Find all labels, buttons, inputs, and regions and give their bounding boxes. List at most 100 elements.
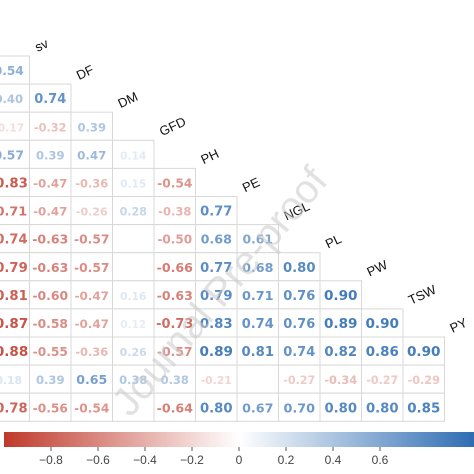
cell-value: 0.81 — [241, 345, 274, 360]
variable-label: PY — [447, 315, 469, 336]
colorbar-tick-label: 0.2 — [278, 453, 295, 467]
variable-label: GFD — [157, 114, 188, 139]
cell-value: -0.21 — [201, 374, 232, 387]
cell-value: 0.89 — [324, 316, 358, 332]
cell-value: 0.28 — [120, 206, 148, 219]
heatmap-cell — [112, 280, 155, 310]
cell-value: 0.77 — [200, 205, 232, 220]
heatmap-cell — [236, 392, 279, 422]
heatmap-cell — [29, 364, 72, 394]
cell-value: -0.47 — [75, 289, 109, 303]
heatmap-cell — [29, 308, 72, 338]
variable-label: DM — [115, 89, 140, 111]
cell-value: -0.78 — [0, 401, 28, 416]
heatmap-cell — [0, 83, 30, 113]
heatmap-cell — [361, 308, 404, 338]
heatmap-cell — [195, 280, 238, 310]
heatmap-cell — [70, 139, 113, 169]
cell-value: 0.47 — [77, 148, 106, 162]
cell-value: -0.87 — [0, 316, 28, 332]
cell-value: -0.58 — [33, 317, 68, 331]
cell-value: -0.26 — [76, 206, 108, 219]
cell-value: -0.57 — [157, 345, 192, 359]
cell-value: 0.68 — [242, 260, 273, 275]
cell-value: -0.47 — [75, 317, 109, 331]
heatmap-cell — [402, 364, 445, 394]
cell-value: 0.15 — [120, 178, 146, 190]
cell-value: 0.18 — [0, 374, 22, 387]
heatmap-cell — [70, 252, 113, 282]
cell-value: -0.54 — [157, 176, 192, 190]
cell-value: 0.16 — [120, 291, 146, 303]
heatmap-cell — [112, 252, 155, 282]
cell-value: 0.12 — [120, 319, 146, 331]
heatmap-cell — [0, 111, 30, 141]
cell-value: 0.71 — [242, 289, 274, 304]
variable-label: TSW — [406, 282, 439, 308]
heatmap-cell — [402, 392, 445, 422]
cell-value: -0.71 — [0, 205, 27, 220]
cell-value: -0.73 — [156, 317, 193, 332]
colorbar-tick-label: −0.6 — [86, 453, 110, 467]
cell-value: -0.17 — [0, 121, 24, 134]
heatmap-cell — [236, 364, 279, 394]
heatmap-cell — [29, 83, 72, 113]
cell-value: 0.57 — [0, 148, 24, 162]
heatmap-cell — [153, 196, 196, 226]
cell-value: 0.54 — [0, 64, 24, 78]
cell-value: -0.63 — [32, 260, 68, 275]
colorbar-tick-label: −0.4 — [133, 453, 157, 467]
cell-value: -0.64 — [157, 400, 194, 415]
colorbar-tick-label: 0.4 — [325, 453, 342, 467]
cell-value: 0.39 — [77, 120, 106, 134]
heatmap-cell — [195, 364, 238, 394]
cell-value: 0.61 — [242, 232, 273, 247]
cell-value: 0.39 — [36, 148, 65, 162]
heatmap-cell — [319, 308, 362, 338]
cell-value: 0.85 — [407, 401, 440, 416]
cell-value: 0.74 — [283, 345, 315, 360]
heatmap-cell — [70, 196, 113, 226]
heatmap-cell — [70, 224, 113, 254]
cell-value: 0.39 — [36, 373, 65, 387]
heatmap-cell — [29, 111, 72, 141]
cell-value: 0.82 — [324, 345, 357, 360]
cell-value: -0.27 — [283, 374, 315, 387]
heatmap-cell — [29, 252, 72, 282]
cell-value: 0.40 — [0, 92, 23, 106]
cell-value: 0.74 — [34, 92, 66, 107]
cell-value: -0.57 — [74, 233, 109, 247]
cell-value: 0.90 — [365, 316, 399, 332]
cell-value: 0.80 — [366, 401, 399, 416]
variable-label: PH — [198, 146, 221, 167]
heatmap-cell — [112, 308, 155, 338]
colorbar-tick-label: −0.8 — [39, 453, 63, 467]
heatmap-cell — [70, 392, 113, 422]
heatmap-cell — [236, 224, 279, 254]
cell-value: -0.57 — [74, 261, 109, 275]
cell-value: 0.26 — [120, 346, 147, 359]
cell-value: 0.83 — [200, 317, 233, 332]
colorbar-tick-label: 0 — [236, 453, 243, 467]
cell-value: 0.38 — [119, 373, 147, 387]
cell-value: -0.63 — [32, 232, 68, 247]
variable-label: PE — [240, 174, 262, 195]
heatmap-cell — [278, 280, 321, 310]
cell-value: -0.36 — [75, 345, 108, 359]
cell-value: -0.47 — [33, 176, 67, 190]
cell-value: 0.89 — [199, 344, 233, 360]
heatmap-cell — [153, 336, 196, 366]
variable-label: PL — [323, 231, 344, 251]
cell-value: -0.79 — [0, 261, 28, 276]
colorbar-tick-label: 0.6 — [372, 453, 389, 467]
heatmap-cell — [278, 308, 321, 338]
cell-value: -0.34 — [324, 373, 357, 387]
heatmap-cell — [278, 336, 321, 366]
heatmap-cell — [278, 392, 321, 422]
cell-value: -0.54 — [74, 401, 109, 415]
colorbar-tick-label: −0.2 — [180, 453, 204, 467]
cell-value: -0.56 — [33, 401, 68, 415]
heatmap-cell — [361, 336, 404, 366]
variable-label: DF — [74, 62, 96, 83]
